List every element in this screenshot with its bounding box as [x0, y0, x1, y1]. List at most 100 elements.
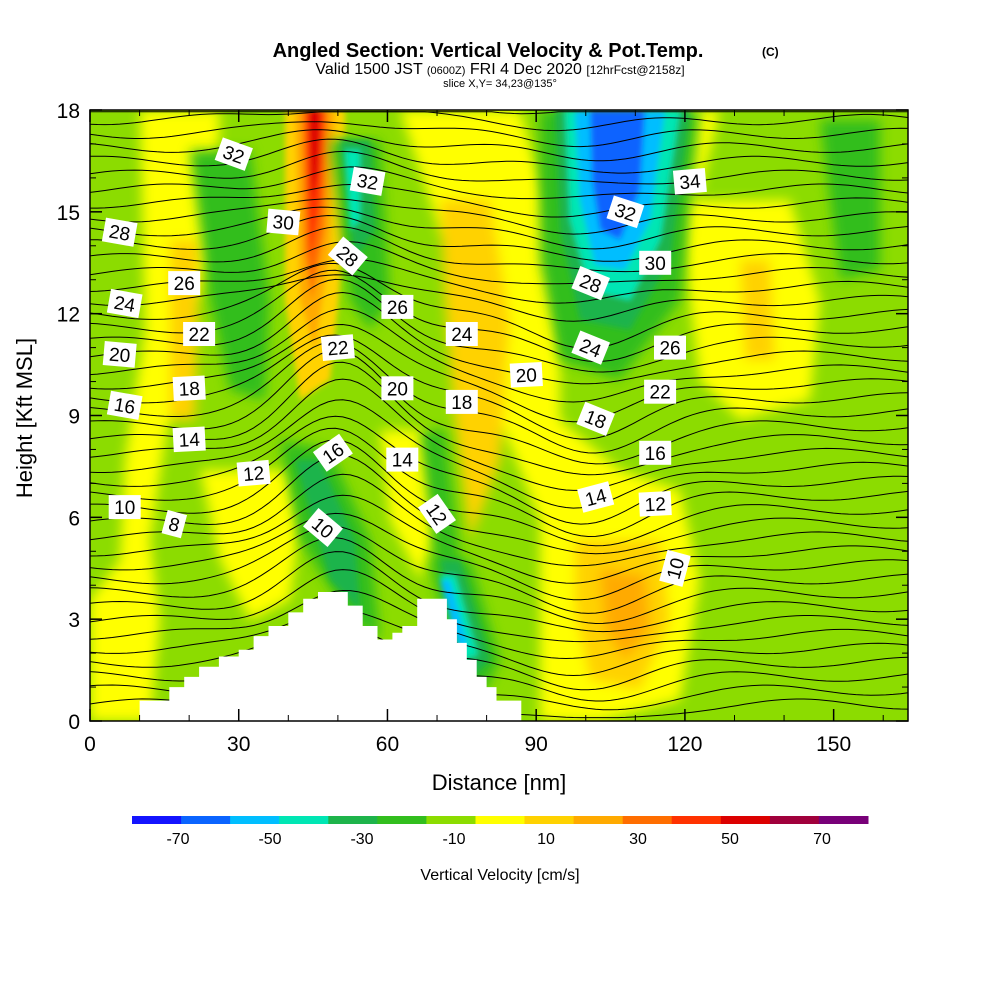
- contour-label-box: [183, 322, 216, 346]
- x-tick-label: 30: [227, 733, 250, 756]
- contour-label: 18: [172, 375, 206, 402]
- isentrope-line: [90, 399, 908, 509]
- contour-label: 22: [644, 379, 677, 404]
- y-axis-title: Height [Kft MSL]: [12, 338, 37, 498]
- colorbar-tick-label: 70: [813, 831, 831, 848]
- isentrope-line: [90, 206, 908, 250]
- contour-label-box: [672, 167, 707, 195]
- colorbar: -70 -50 -30 -10 10 30 50 70: [132, 816, 869, 848]
- isentrope-line: [90, 138, 908, 174]
- isentropes: [90, 111, 908, 719]
- isentrope-line: [90, 525, 908, 614]
- contour-label-box: [654, 335, 686, 360]
- colorbar-tick-label: -10: [442, 831, 465, 848]
- colorbar-swatch: [230, 816, 280, 824]
- chart-subtitle: Valid 1500 JST (0600Z) FRI 4 Dec 2020 [1…: [315, 61, 684, 78]
- contour-label-box: [644, 379, 677, 404]
- y-tick-label: 18: [57, 100, 80, 123]
- isentrope-line: [90, 415, 908, 525]
- contour-label-box: [659, 549, 691, 587]
- contour-label-text: 32: [355, 171, 379, 195]
- colorbar-swatch: [475, 816, 526, 824]
- contour-label-box: [571, 265, 611, 301]
- contour-label-box: [386, 447, 419, 472]
- colorbar-tick-label: -30: [350, 831, 373, 848]
- y-tick-label: 15: [57, 202, 80, 225]
- y-tick-label: 3: [68, 609, 80, 632]
- isentrope-line: [90, 439, 908, 547]
- contour-label: 20: [509, 361, 543, 388]
- contour-label-text: 30: [645, 254, 666, 275]
- contour-label-text: 24: [451, 325, 473, 346]
- contour-label-text: 10: [114, 498, 135, 519]
- contour-label-box: [236, 459, 271, 487]
- contour-label: 30: [266, 208, 301, 236]
- contour-label: 26: [654, 335, 686, 360]
- isentrope-line: [90, 214, 908, 262]
- contour-label-text: 14: [392, 451, 414, 472]
- contour-label: 8: [161, 509, 188, 539]
- contour-label-box: [106, 288, 143, 319]
- y-tick-label: 6: [68, 507, 80, 530]
- isentrope-line: [90, 241, 908, 285]
- isentrope-line: [90, 551, 908, 633]
- contour-label-text: 22: [327, 338, 350, 361]
- isentrope-line: [90, 341, 908, 454]
- colorbar-title: Vertical Velocity [cm/s]: [420, 867, 579, 884]
- contour-label-text: 26: [387, 298, 408, 319]
- contour-label: 24: [106, 288, 143, 319]
- isentrope-line: [90, 269, 908, 363]
- contour-label: 12: [638, 490, 672, 517]
- isentrope-line: [90, 609, 908, 677]
- colorbar-swatch: [279, 816, 329, 824]
- contour-label-box: [576, 401, 616, 437]
- terrain: [90, 592, 908, 721]
- contour-label-box: [417, 493, 457, 534]
- contour-label-box: [445, 389, 478, 414]
- updraft-region: [200, 470, 300, 620]
- isentrope-line: [90, 473, 908, 567]
- x-tick-label: 120: [667, 733, 702, 756]
- contour-label-text: 20: [387, 379, 408, 400]
- contour-label-text: 28: [107, 222, 131, 246]
- isentrope-line: [90, 150, 908, 185]
- colorbar-tick-label: -50: [258, 831, 281, 848]
- contour-label-text: 18: [178, 379, 200, 401]
- colorbar-tick-label: 50: [721, 831, 739, 848]
- isentrope-line: [90, 623, 908, 691]
- x-tick-label: 150: [816, 733, 851, 756]
- x-tick-label: 90: [525, 733, 548, 756]
- isentrope-line: [90, 361, 908, 476]
- isentrope-line: [90, 589, 908, 660]
- isentrope-line: [90, 111, 908, 115]
- chart-header: Angled Section: Vertical Velocity & Pot.…: [273, 40, 779, 90]
- contour-label: 18: [445, 389, 478, 414]
- chart-title-note: (C): [762, 45, 779, 59]
- contour-label-box: [161, 509, 188, 539]
- contour-label-text: 34: [679, 171, 702, 194]
- contour-label: 16: [106, 390, 143, 420]
- isentrope-line: [90, 378, 908, 491]
- contour-label: 14: [172, 426, 206, 453]
- contour-label-box: [172, 375, 206, 402]
- contour-label-box: [303, 508, 343, 547]
- isentrope-line: [90, 512, 908, 601]
- isentrope-line: [90, 334, 908, 440]
- contour-label-text: 22: [189, 325, 210, 346]
- contour-label-box: [106, 390, 143, 420]
- contour-label: 26: [381, 294, 414, 319]
- isentrope-line: [90, 427, 908, 538]
- contour-label-box: [639, 250, 672, 275]
- contour-label-text: 24: [112, 293, 137, 317]
- contour-label-box: [168, 271, 201, 296]
- x-tick-label: 0: [84, 733, 96, 756]
- contour-label: 24: [445, 322, 478, 346]
- isentrope-line: [90, 308, 908, 403]
- colorbar-swatch: [671, 816, 722, 824]
- updraft-region: [740, 260, 775, 360]
- isentrope-line: [90, 278, 908, 373]
- slice-label: slice X,Y= 34,23@135°: [443, 78, 557, 90]
- contour-label-box: [571, 330, 611, 365]
- contour-label: 10: [659, 549, 691, 587]
- contour-label: 20: [381, 376, 414, 401]
